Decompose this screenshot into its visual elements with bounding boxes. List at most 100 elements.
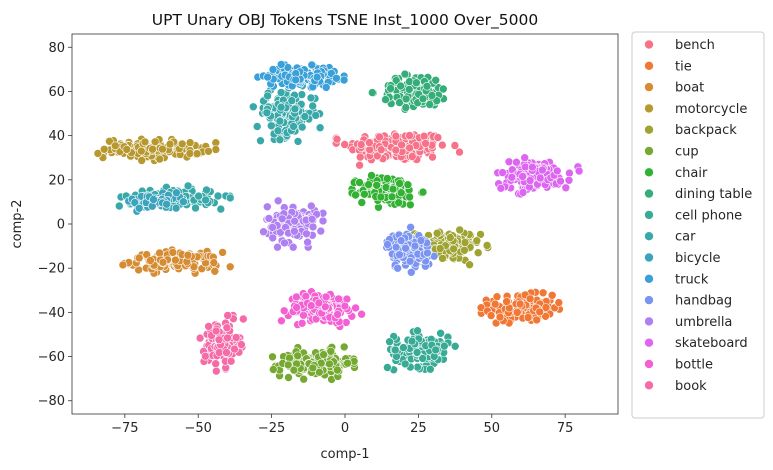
legend-marker — [644, 167, 654, 178]
scatter-point — [273, 126, 283, 135]
scatter-point — [404, 85, 414, 94]
scatter-point — [314, 298, 324, 308]
legend-label: bottle — [675, 358, 713, 373]
legend-item: bench — [644, 38, 715, 53]
legend-marker — [644, 210, 654, 220]
series-truck — [253, 60, 349, 92]
scatter-point — [325, 359, 334, 369]
legend-item: cell phone — [644, 208, 742, 223]
scatter-point — [355, 178, 364, 187]
scatter-point — [137, 156, 146, 165]
scatter-point — [266, 121, 276, 131]
scatter-point — [222, 348, 231, 357]
scatter-point — [421, 139, 430, 148]
scatter-point — [525, 294, 535, 304]
scatter-point — [492, 292, 502, 302]
plot-frame — [71, 33, 619, 415]
scatter-point — [401, 103, 411, 112]
legend-item: cup — [644, 145, 699, 160]
scatter-point — [225, 193, 235, 203]
legend-marker — [644, 146, 654, 156]
scatter-point — [280, 238, 289, 248]
scatter-point — [465, 260, 474, 270]
scatter-point — [438, 84, 448, 94]
scatter-point — [162, 199, 171, 209]
scatter-point — [158, 144, 167, 154]
scatter-point — [403, 180, 413, 189]
scatter-point — [226, 356, 236, 366]
scatter-point — [289, 365, 299, 375]
scatter-point — [185, 138, 195, 147]
series-skateboard — [493, 153, 584, 199]
y-tick-label: −80 — [38, 394, 65, 409]
scatter-point — [252, 122, 262, 131]
scatter-point — [276, 102, 286, 112]
legend-item: boat — [644, 81, 704, 96]
scatter-point — [515, 299, 525, 309]
scatter-point — [532, 315, 542, 325]
series-handbag — [382, 223, 439, 277]
scatter-point — [111, 141, 120, 151]
legend-item: tie — [644, 59, 692, 74]
scatter-point — [263, 91, 272, 101]
scatter-point — [293, 351, 303, 361]
y-tick-label: 0 — [57, 218, 65, 233]
scatter-point — [405, 192, 414, 202]
scatter-point — [318, 216, 328, 226]
scatter-point — [262, 202, 272, 212]
y-tick-label: 60 — [48, 85, 65, 100]
legend-marker — [644, 380, 654, 391]
scatter-point — [360, 189, 369, 199]
series-book — [195, 311, 248, 376]
legend-marker — [644, 39, 654, 50]
y-tick-label: 20 — [48, 173, 65, 188]
scatter-point — [432, 228, 442, 238]
scatter-point — [490, 299, 500, 309]
scatter-point — [259, 227, 268, 236]
scatter-point — [204, 322, 213, 331]
scatter-point — [303, 237, 312, 247]
scatter-point — [191, 203, 200, 213]
scatter-point — [134, 204, 144, 213]
legend-marker — [644, 316, 654, 327]
legend-box — [631, 31, 765, 419]
scatter-point — [307, 214, 317, 224]
scatter-point — [300, 112, 310, 121]
scatter-point — [343, 358, 352, 368]
scatter-point — [482, 241, 492, 250]
plot-area — [93, 60, 584, 384]
scatter-point — [538, 165, 547, 175]
legend-item: chair — [644, 166, 708, 181]
scatter-point — [405, 131, 414, 140]
scatter-point — [393, 263, 403, 273]
scatter-point — [455, 225, 465, 235]
scatter-point — [155, 154, 164, 164]
scatter-point — [486, 311, 496, 320]
scatter-point — [367, 171, 376, 180]
scatter-point — [556, 176, 565, 186]
scatter-point — [425, 364, 435, 374]
scatter-point — [460, 238, 470, 247]
scatter-point — [432, 96, 442, 105]
legend-item: truck — [644, 272, 709, 287]
scatter-point — [413, 362, 422, 372]
scatter-point — [292, 292, 301, 302]
legend-item: umbrella — [644, 315, 732, 330]
scatter-point — [541, 311, 550, 321]
scatter-point — [525, 176, 535, 185]
scatter-point — [279, 306, 289, 316]
scatter-point — [439, 341, 449, 351]
chart-title: UPT Unary OBJ Tokens TSNE Inst_1000 Over… — [152, 11, 538, 30]
scatter-point — [552, 166, 562, 176]
scatter-point — [268, 365, 278, 374]
scatter-point — [292, 303, 301, 312]
scatter-point — [423, 248, 432, 258]
legend-marker — [644, 273, 654, 284]
legend-label: dining table — [675, 187, 752, 202]
scatter-point — [105, 137, 114, 146]
y-tick-label: 40 — [48, 129, 65, 144]
scatter-point — [194, 191, 203, 201]
legend-label: car — [675, 230, 696, 245]
scatter-point — [297, 318, 307, 328]
scatter-point — [412, 348, 422, 357]
